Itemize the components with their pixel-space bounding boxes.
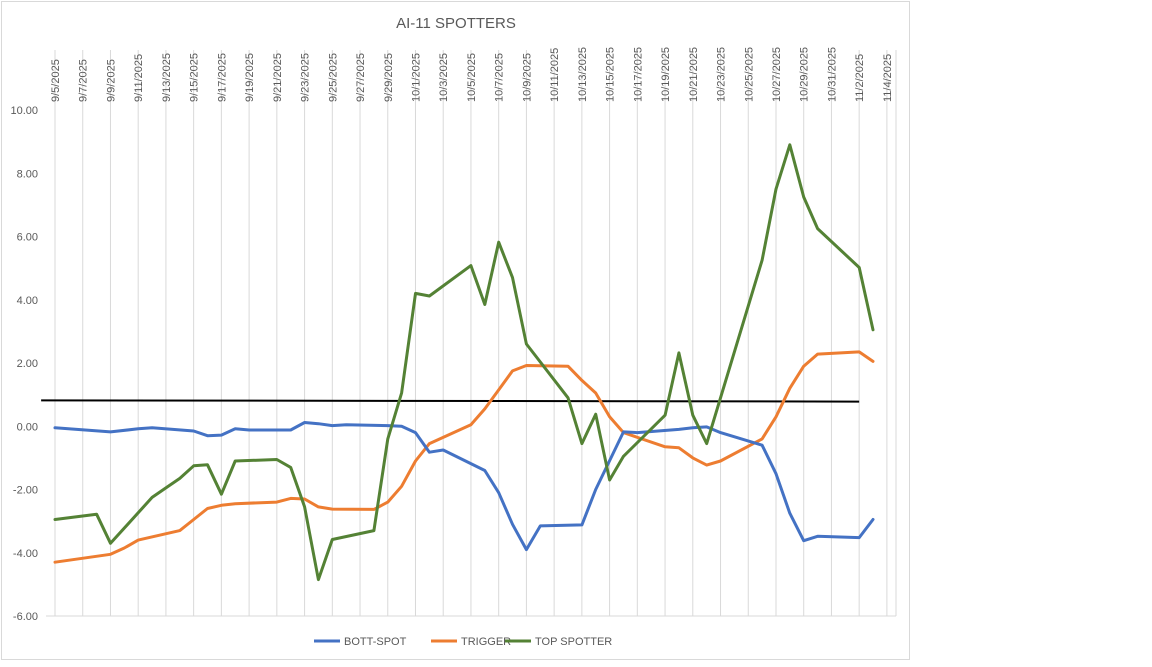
legend-label: TRIGGER	[461, 636, 511, 648]
x-tick-label: 10/15/2025	[605, 47, 617, 102]
y-tick-label: 6.00	[17, 232, 38, 244]
x-tick-label: 9/27/2025	[355, 53, 367, 102]
y-tick-label: 8.00	[17, 168, 38, 180]
y-tick-label: 4.00	[17, 295, 38, 307]
y-tick-label: -6.00	[13, 611, 38, 623]
x-tick-label: 10/5/2025	[466, 53, 478, 102]
series-line-bott-spot	[53, 421, 875, 552]
x-tick-label: 10/25/2025	[743, 47, 755, 102]
series-line-top-spotter	[53, 143, 875, 582]
chart-border	[1, 1, 910, 660]
legend: BOTT-SPOT TRIGGER TOP SPOTTER	[314, 636, 612, 648]
y-tick-label: -4.00	[13, 548, 38, 560]
x-tick-label: 10/17/2025	[632, 47, 644, 102]
y-tick-label: 10.00	[10, 105, 38, 117]
x-tick-label: 9/9/2025	[105, 59, 117, 102]
y-tick-label: -2.00	[13, 485, 38, 497]
x-tick-label: 9/23/2025	[300, 53, 312, 102]
y-axis: -6.00 -4.00 -2.00 0.00 2.00 4.00 6.00 8.00 10.00	[10, 105, 38, 623]
y-tick-label: 0.00	[17, 421, 38, 433]
x-axis: 9/5/2025 9/7/2025 9/9/2025 9/11/2025 9/13/20…	[50, 47, 894, 102]
x-tick-label: 10/23/2025	[716, 47, 728, 102]
x-tick-label: 10/7/2025	[494, 53, 506, 102]
x-tick-label: 9/21/2025	[272, 53, 284, 102]
legend-label: TOP SPOTTER	[535, 636, 612, 648]
grid-layer	[46, 50, 897, 617]
chart-title: AI-11 SPOTTERS	[396, 15, 516, 32]
x-tick-label: 9/7/2025	[78, 59, 90, 102]
x-tick-label: 9/13/2025	[161, 53, 173, 102]
x-tick-label: 10/1/2025	[410, 53, 422, 102]
x-tick-label: 9/17/2025	[216, 53, 228, 102]
x-tick-label: 10/21/2025	[688, 47, 700, 102]
x-tick-label: 9/19/2025	[244, 53, 256, 102]
x-tick-label: 11/4/2025	[882, 54, 894, 102]
y-tick-label: 2.00	[17, 358, 38, 370]
x-tick-label: 10/9/2025	[521, 53, 533, 102]
x-tick-label: 10/11/2025	[549, 48, 561, 102]
x-tick-label: 10/3/2025	[438, 53, 450, 102]
x-tick-label: 9/25/2025	[327, 53, 339, 102]
reference-layer	[41, 399, 860, 403]
x-tick-label: 9/29/2025	[383, 53, 395, 102]
x-tick-label: 10/19/2025	[660, 47, 672, 102]
x-tick-label: 11/2/2025	[854, 54, 866, 102]
x-tick-label: 10/13/2025	[577, 47, 589, 102]
x-tick-label: 9/5/2025	[50, 59, 62, 102]
x-tick-label: 9/11/2025	[133, 54, 145, 102]
legend-label: BOTT-SPOT	[344, 636, 407, 648]
series-layer	[53, 143, 875, 582]
reference-line	[41, 399, 860, 403]
x-tick-label: 10/31/2025	[826, 47, 838, 102]
x-tick-label: 10/29/2025	[799, 47, 811, 102]
series-line-trigger	[53, 350, 875, 564]
x-tick-label: 10/27/2025	[771, 47, 783, 102]
x-tick-label: 9/15/2025	[189, 53, 201, 102]
